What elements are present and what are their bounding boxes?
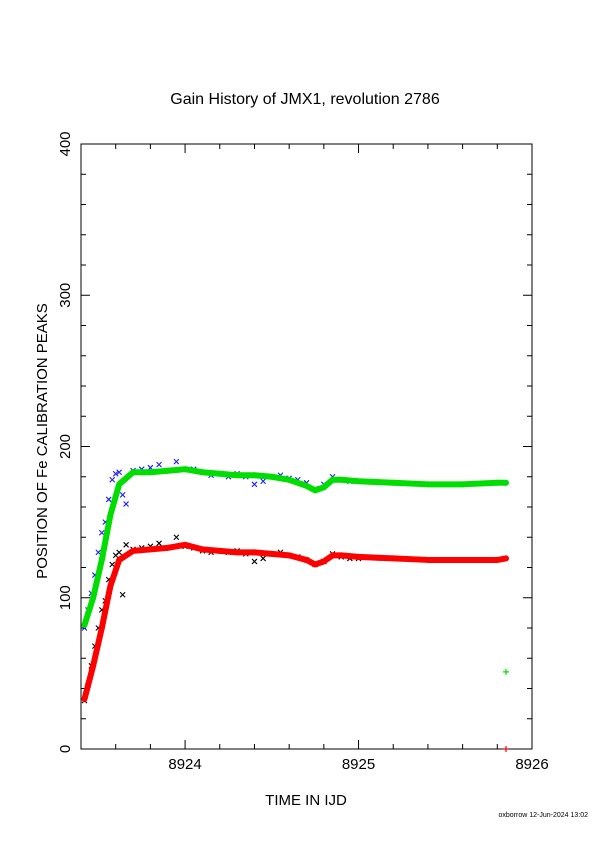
fit-curve [81, 466, 509, 628]
data-point-plus [251, 549, 258, 556]
data-point-plus [502, 479, 509, 486]
data-point-plus [164, 544, 171, 551]
data-point-x [109, 561, 116, 568]
data-point-x [119, 591, 126, 598]
data-point-plus [312, 561, 319, 568]
data-point-x [119, 492, 126, 498]
data-point-plus [182, 541, 189, 548]
data-point-plus [130, 469, 137, 476]
data-point-plus [355, 478, 362, 485]
plot-frame [80, 143, 533, 750]
data-point-x [105, 496, 112, 503]
footer-stamp: oxborrow 12-Jun-2024 13:02 [498, 812, 588, 819]
data-point-plus [424, 481, 431, 488]
data-point-plus [234, 549, 241, 556]
y-axis-label: POSITION OF Fe CALIBRATION PEAKS [34, 303, 51, 579]
data-point-plus [320, 558, 327, 565]
data-point-plus [303, 556, 310, 563]
y-tick-label: 400 [57, 131, 74, 156]
data-point-plus [116, 481, 123, 488]
x-tick-label: 8925 [342, 756, 375, 773]
data-point-plus [268, 550, 275, 557]
data-point-x [251, 481, 258, 488]
data-point-plus [390, 479, 397, 486]
data-point-plus [459, 556, 466, 563]
data-point-plus [329, 552, 336, 559]
data-point-plus [98, 625, 105, 631]
fit-curve [81, 541, 509, 703]
data-point-plus [329, 476, 336, 483]
data-point-x [109, 476, 116, 483]
data-point-plus [312, 487, 319, 494]
data-point-plus [268, 473, 275, 480]
data-point-x [173, 458, 180, 465]
data-point-plus [130, 547, 137, 554]
x-tick-label: 8926 [515, 756, 548, 773]
data-point-x [260, 555, 267, 562]
data-point-plus [98, 556, 105, 563]
data-point-plus [147, 469, 154, 476]
data-point-x [116, 469, 123, 476]
data-point-plus [216, 470, 223, 477]
data-point-plus [182, 466, 189, 473]
data-point-x [156, 461, 162, 468]
data-point-plus [494, 479, 501, 486]
data-point-plus [107, 582, 114, 589]
x-axis-label: TIME IN IJD [265, 792, 347, 809]
data-point-plus [502, 555, 509, 562]
data-point-plus [90, 594, 97, 601]
data-point-x [123, 501, 129, 507]
data-point-plus [355, 553, 362, 560]
data-point-x [251, 558, 258, 565]
data-point-x [112, 470, 119, 477]
data-point-plus [286, 552, 293, 559]
data-point-plus [147, 546, 154, 553]
data-point-plus [81, 621, 88, 628]
data-point-plus [424, 556, 431, 563]
data-point-x [98, 529, 105, 536]
data-point-plus [338, 552, 345, 559]
outlier-point [502, 746, 509, 752]
data-point-plus [494, 556, 501, 563]
data-point-plus [338, 476, 345, 483]
data-point-plus [320, 484, 327, 491]
data-point-plus [303, 482, 310, 489]
data-point-plus [164, 467, 171, 474]
data-point-plus [199, 469, 206, 476]
axis-ticks [80, 143, 533, 750]
data-point-x [123, 541, 129, 548]
data-point-plus [234, 472, 241, 479]
data-point-plus [459, 481, 466, 488]
x-tick-label: 8924 [168, 756, 201, 773]
data-point-x [173, 534, 180, 541]
y-tick-label: 0 [57, 745, 74, 753]
data-point-plus [81, 696, 88, 703]
axis-tick-labels: 0 100 200 300 400 8924 8925 8926 [57, 131, 549, 773]
y-tick-label: 300 [57, 283, 74, 308]
data-point-x [116, 549, 123, 556]
data-point-x [156, 540, 162, 547]
data-point-plus [216, 547, 223, 554]
data-point-x [260, 478, 267, 485]
data-point-plus [107, 511, 114, 518]
data-point-plus [199, 546, 206, 553]
y-tick-label: 100 [57, 585, 74, 610]
data-point-plus [390, 555, 397, 562]
data-point-plus [251, 472, 258, 479]
data-point-plus [90, 662, 97, 669]
outlier-point [502, 668, 509, 675]
data-point-plus [286, 476, 293, 483]
chart-title: Gain History of JMX1, revolution 2786 [170, 91, 440, 108]
y-tick-label: 200 [57, 434, 74, 459]
data-marks [81, 458, 509, 752]
data-point-plus [116, 556, 123, 563]
